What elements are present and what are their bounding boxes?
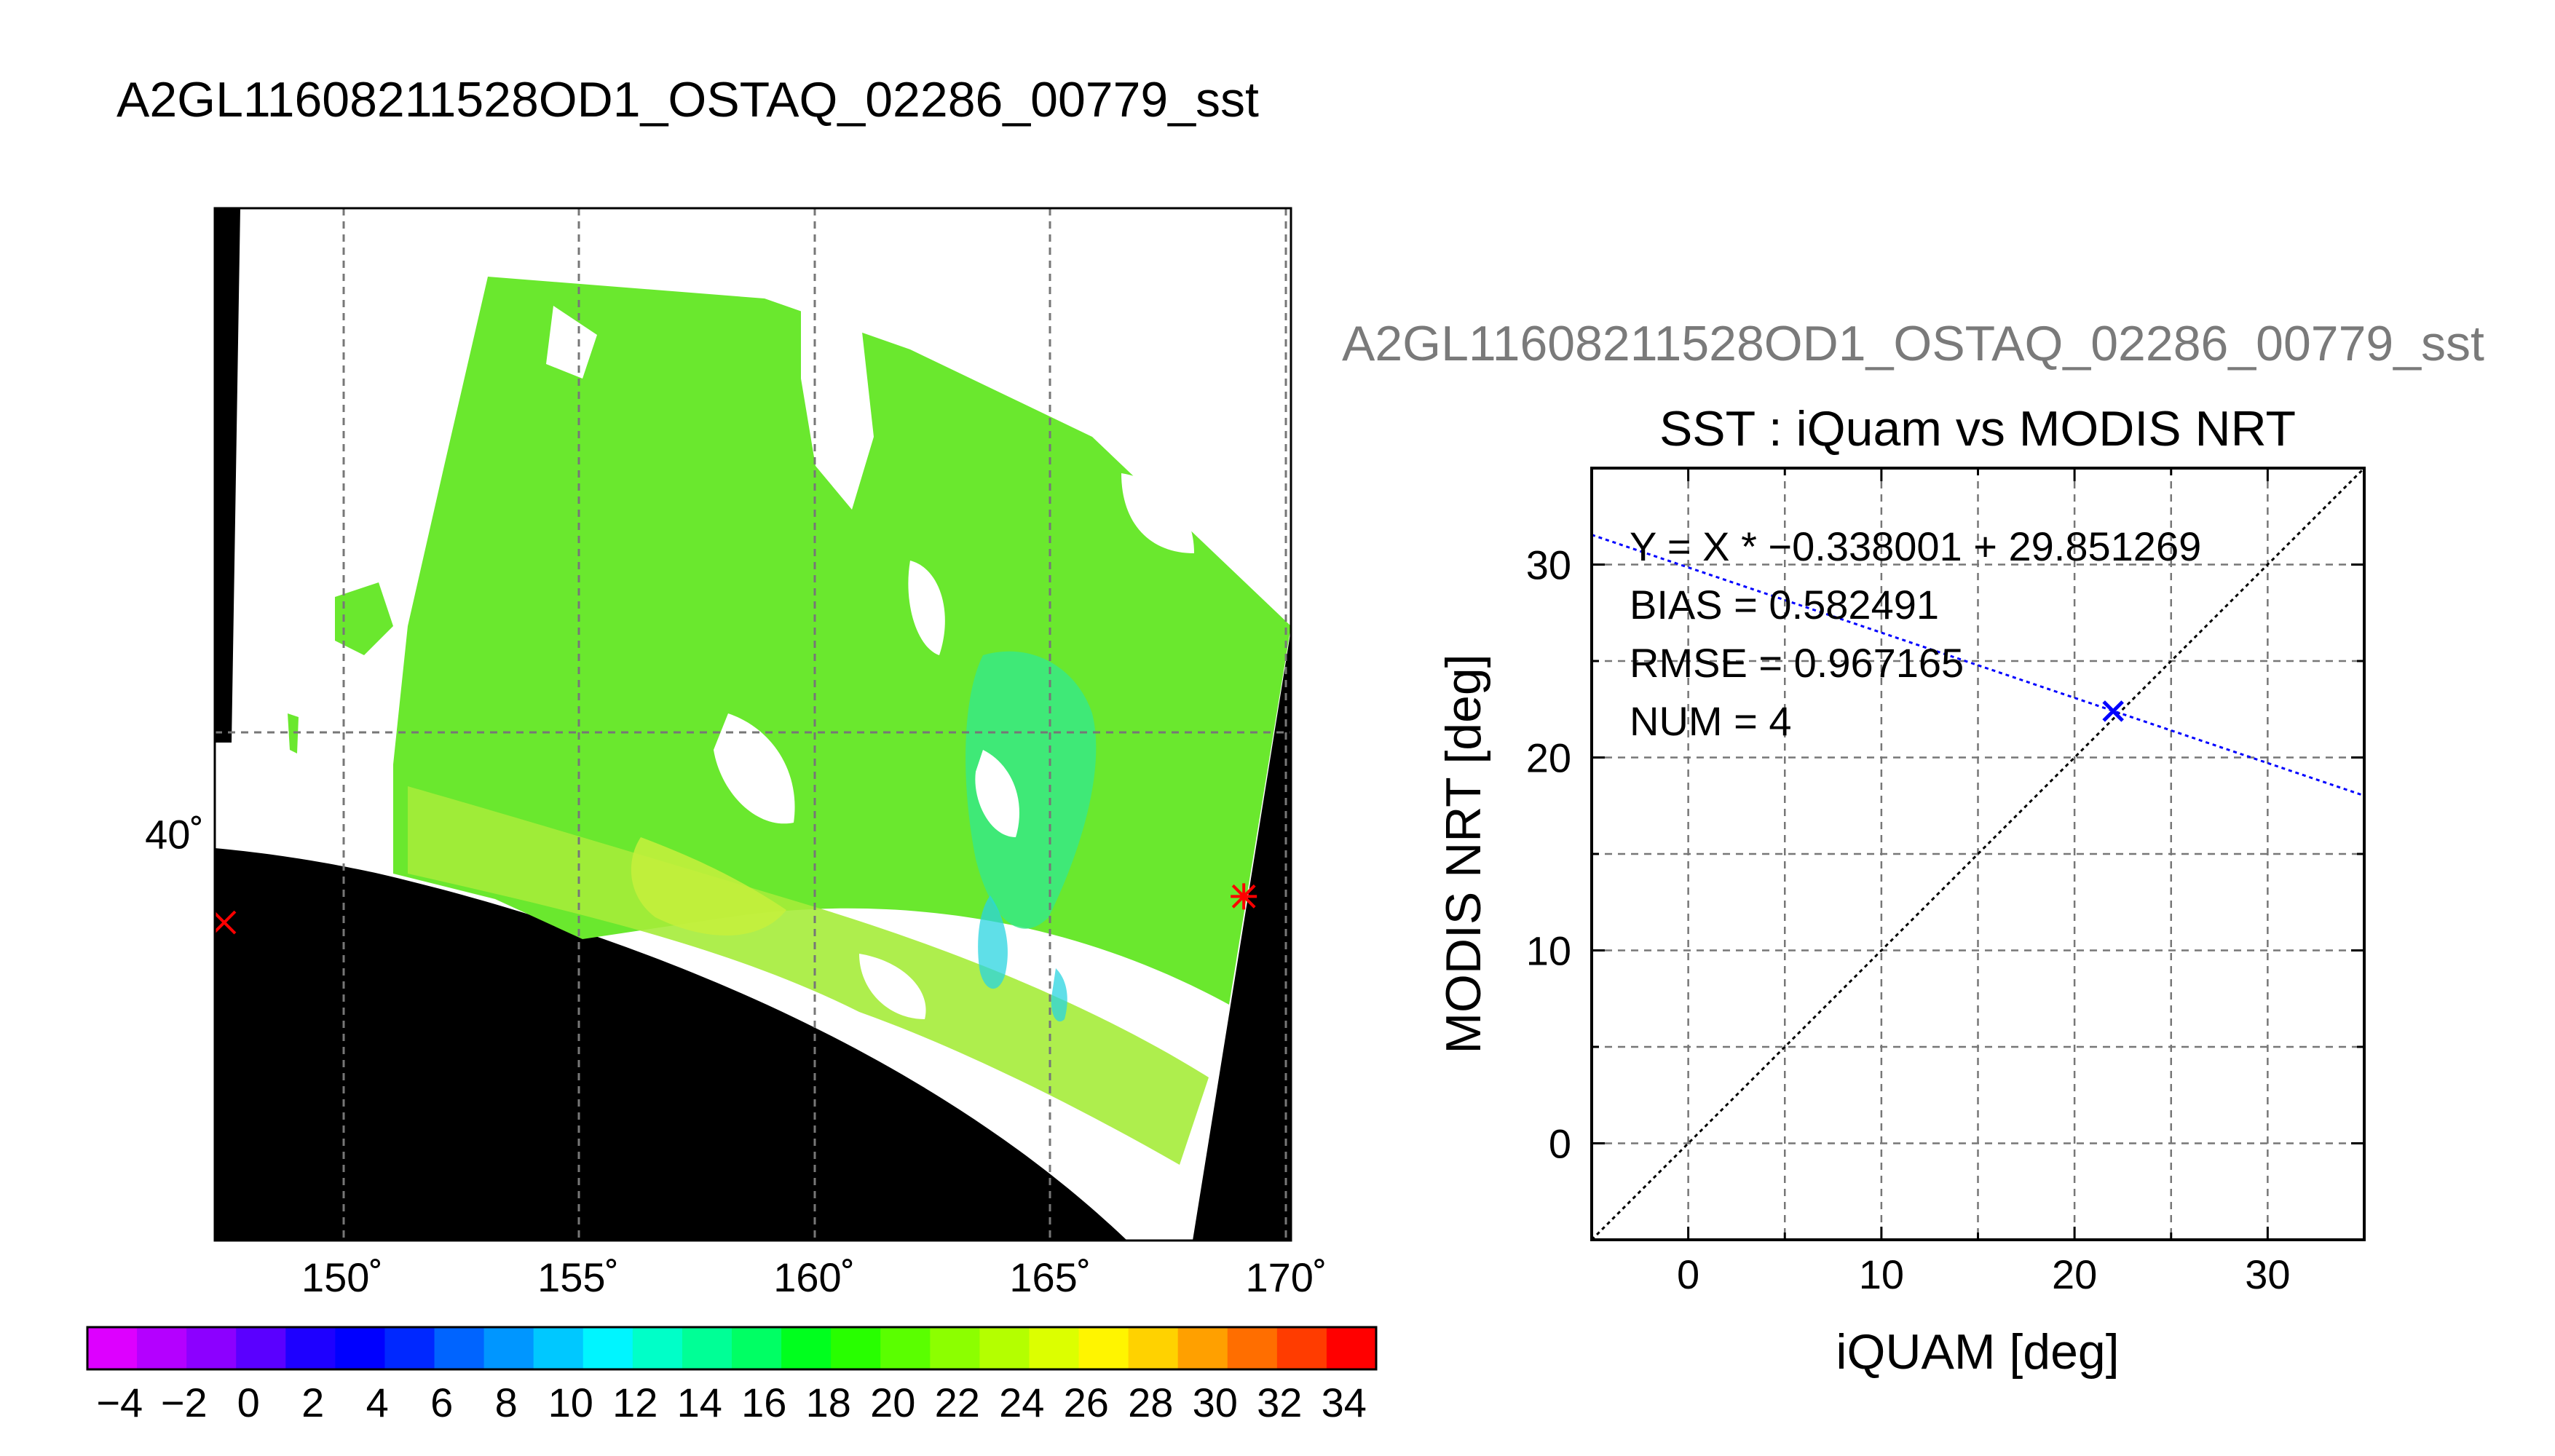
colorbar-cell	[137, 1327, 187, 1369]
x-tick-label: 20	[2052, 1251, 2097, 1297]
colorbar-cell	[1177, 1327, 1228, 1369]
colorbar-tick-label: 20	[870, 1380, 915, 1425]
cloud-gap	[908, 561, 945, 655]
cloud-gap	[975, 750, 1019, 837]
colorbar-tick-label: 18	[806, 1380, 851, 1425]
colorbar-cell	[1029, 1327, 1080, 1369]
scatter-panel: A2GL11608211528OD1_OSTAQ_02286_00779_sst…	[1342, 316, 2484, 1380]
sst-cool-patch	[978, 895, 1008, 989]
colorbar-cell	[682, 1327, 732, 1369]
colorbar-tick-label: 8	[495, 1380, 518, 1425]
regression-line	[1592, 534, 2364, 797]
cloud-gap	[801, 291, 874, 510]
stats-annotation: Y = X * −0.338001 + 29.851269	[1630, 523, 2201, 569]
y-tick-label: 10	[1526, 928, 1571, 974]
scatter-point	[2102, 700, 2124, 722]
cloud-gap	[1121, 473, 1194, 553]
colorbar-cell	[880, 1327, 931, 1369]
colorbar-tick-label: 12	[612, 1380, 657, 1425]
x-tick-label: 30	[2245, 1251, 2290, 1297]
cloud-gap	[859, 954, 926, 1019]
colorbar-cell	[533, 1327, 584, 1369]
colorbar-cell	[1227, 1327, 1278, 1369]
colorbar-tick-label: 28	[1128, 1380, 1173, 1425]
stats-annotation: BIAS = 0.582491	[1630, 582, 1939, 628]
colorbar-tick-label: 6	[430, 1380, 453, 1425]
sst-cool-patch	[965, 651, 1097, 929]
sst-warm-patch	[631, 837, 786, 935]
sst-edge-patch	[335, 582, 393, 655]
colorbar-cell	[930, 1327, 980, 1369]
colorbar-tick-label: 10	[548, 1380, 593, 1425]
x-axis-label: iQUAM [deg]	[1836, 1324, 2119, 1380]
colorbar-cell	[186, 1327, 237, 1369]
colorbar-cell	[87, 1327, 138, 1369]
colorbar-tick-label: 30	[1193, 1380, 1238, 1425]
colorbar-cell	[483, 1327, 534, 1369]
colorbar-tick-label: 14	[677, 1380, 722, 1425]
colorbar-tick-label: 2	[301, 1380, 324, 1425]
colorbar-tick-label: 24	[999, 1380, 1044, 1425]
map-x-tick-label: 165˚	[1009, 1254, 1091, 1300]
colorbar-cell	[583, 1327, 633, 1369]
colorbar-tick-label: 34	[1322, 1380, 1367, 1425]
stats-annotation: RMSE = 0.967165	[1630, 640, 1964, 686]
colorbar-cell	[732, 1327, 782, 1369]
colorbar-cell	[1128, 1327, 1179, 1369]
scatter-title: SST : iQuam vs MODIS NRT	[1659, 401, 2296, 456]
y-tick-label: 30	[1526, 542, 1571, 588]
colorbar: −4 −2 0 2 4 6 8 10 12 14 16 18 20 22 24 26 28 30 32 34	[86, 1326, 1378, 1425]
x-tick-label: 10	[1859, 1251, 1904, 1297]
red-asterisk-marker	[1231, 883, 1257, 910]
colorbar-tick-label: −2	[161, 1380, 208, 1425]
map-grid	[215, 208, 1291, 1241]
colorbar-tick-label: 4	[366, 1380, 389, 1425]
sst-edge-patch	[288, 713, 299, 753]
colorbar-cell	[384, 1327, 435, 1369]
map-x-tick-label: 170˚	[1245, 1254, 1327, 1300]
colorbar-cell	[1326, 1327, 1377, 1369]
colorbar-tick-label: 16	[741, 1380, 786, 1425]
sst-map-panel: 150˚ 155˚ 160˚ 165˚ 170˚ 40˚	[145, 207, 1327, 1300]
colorbar-frame	[86, 1326, 1378, 1371]
y-tick-label: 20	[1526, 735, 1571, 781]
colorbar-cell	[831, 1327, 881, 1369]
x-tick-label: 0	[1677, 1251, 1699, 1297]
map-frame	[213, 207, 1292, 1242]
colorbar-cell	[1276, 1327, 1327, 1369]
colorbar-cell	[1078, 1327, 1129, 1369]
colorbar-cell	[781, 1327, 832, 1369]
colorbar-cell	[979, 1327, 1030, 1369]
colorbar-cell	[632, 1327, 683, 1369]
colorbar-cell	[335, 1327, 386, 1369]
map-x-tick-label: 150˚	[301, 1254, 383, 1300]
colorbar-tick-label: −4	[96, 1380, 143, 1425]
sst-cool-patch	[1051, 968, 1067, 1022]
red-x-marker	[215, 910, 237, 935]
colorbar-tick-label: 32	[1257, 1380, 1302, 1425]
y-tick-label: 0	[1549, 1121, 1571, 1167]
scatter-subtitle: A2GL11608211528OD1_OSTAQ_02286_00779_sst	[1342, 316, 2484, 371]
colorbar-cell	[236, 1327, 286, 1369]
stats-annotation: NUM = 4	[1630, 698, 1792, 744]
colorbar-tick-label: 22	[935, 1380, 980, 1425]
map-x-tick-label: 155˚	[537, 1254, 619, 1300]
colorbar-cell	[285, 1327, 336, 1369]
sst-warm-region	[408, 786, 1209, 1165]
cloud-gap	[546, 306, 597, 379]
colorbar-tick-label: 0	[237, 1380, 260, 1425]
y-axis-label: MODIS NRT [deg]	[1436, 654, 1491, 1053]
colorbar-tick-label: 26	[1064, 1380, 1109, 1425]
colorbar-cell	[434, 1327, 485, 1369]
page-title: A2GL11608211528OD1_OSTAQ_02286_00779_sst	[117, 72, 1259, 127]
map-y-tick-label: 40˚	[145, 811, 204, 857]
map-x-tick-label: 160˚	[773, 1254, 855, 1300]
cloud-gap	[714, 713, 795, 824]
